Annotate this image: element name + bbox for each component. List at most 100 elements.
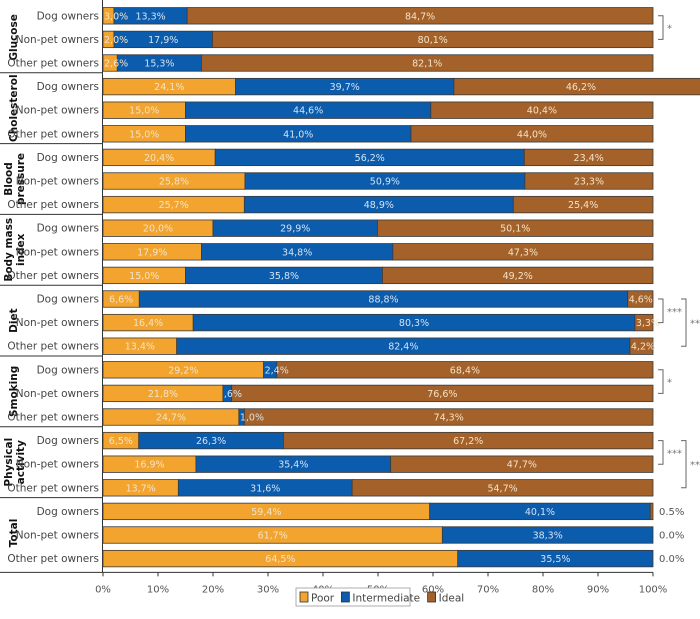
data-label-poor: 20,4% [144,153,174,164]
legend-swatch-ideal [427,591,437,603]
data-label-intermediate: 41,0% [283,129,313,140]
data-label-poor: 2,0% [104,35,128,46]
bar-segment-ideal [430,101,654,119]
data-label-intermediate: 1,0% [240,413,264,424]
row-label: Dog owners [37,10,99,22]
bar-segment-ideal [634,313,654,332]
x-tick-label: 70% [477,584,499,595]
data-label-poor: 24,7% [156,413,186,424]
row-label: Other pet owners [7,270,99,282]
bar-segment-ideal [231,384,654,403]
row-label: Dog owners [37,435,99,447]
data-label-poor: 64,5% [265,554,295,565]
row-label: Other pet owners [7,412,99,424]
data-label-outside: 0.0% [659,554,684,565]
x-tick-label: 80% [532,584,554,595]
data-label-ideal: 50,1% [500,224,530,235]
row-label: Other pet owners [7,58,99,70]
data-label-poor: 59,4% [251,507,281,518]
data-label-poor: 21,8% [148,389,178,400]
group-label-line: Glucose [8,14,20,61]
bar-segment-intermediate [457,549,654,568]
significance-bracket [658,298,664,324]
data-label-intermediate: 17,9% [148,35,178,46]
bar-segment-ideal [201,54,654,72]
row-label: Non-pet owners [16,34,99,46]
data-label-ideal: 46,2% [566,82,596,93]
significance-bracket [681,298,687,347]
bar-segment-ideal [523,148,654,167]
data-label-ideal: 76,6% [427,389,457,400]
data-label-intermediate: 80,3% [399,318,429,329]
data-label-poor: 13,7% [126,483,156,494]
bar-segment-ideal [212,30,654,49]
row-label: Dog owners [37,152,99,164]
data-label-poor: 3,0% [104,11,128,22]
group-label-diet: Diet [8,308,20,332]
group-label-glucose: Glucose [8,14,20,61]
legend-swatch-intermediate [340,591,350,603]
data-label-poor: 61,7% [258,531,288,542]
data-label-ideal: 40,4% [527,106,557,117]
data-label-intermediate: 2,4% [265,365,289,376]
bar-segment-ideal [627,290,654,308]
data-label-ideal: 49,2% [503,271,533,282]
bar-segment-ideal [276,361,654,379]
group-label-line: Blood [3,162,15,196]
data-label-ideal: 47,3% [508,247,538,258]
bar-segment-ideal [392,243,654,261]
data-label-ideal: 4,2% [631,342,655,353]
group-frames [0,0,103,573]
significance-marker: *** [667,448,682,459]
bars [102,7,700,568]
group-label-line: pressure [15,153,27,205]
data-label-ideal: 23,4% [574,153,604,164]
x-tick-label: 0% [95,584,111,595]
legend-box [295,587,411,607]
significance-marker: *** [690,460,700,471]
data-label-poor: 24,1% [154,82,184,93]
group-label-body-mass-index: Body massindex [3,218,27,282]
data-label-intermediate: 39,7% [330,82,360,93]
bar-segment-ideal [410,125,654,143]
x-tick-label: 30% [257,584,279,595]
group-label-line: Cholesterol [8,74,20,142]
bar-segment-ideal [629,337,654,355]
data-label-intermediate: 56,2% [355,153,385,164]
row-label: Non-pet owners [16,246,99,258]
x-tick-label: 100% [639,584,668,595]
data-label-outside: 0.0% [659,531,684,542]
data-label-poor: 2,6% [104,59,128,70]
x-tick-label: 90% [587,584,609,595]
data-label-ideal: 54,7% [487,483,517,494]
bar-segment-ideal [649,502,654,521]
data-label-poor: 29,2% [168,365,198,376]
data-label-intermediate: 35,4% [278,460,308,471]
data-label-intermediate: 26,3% [196,436,226,447]
row-label: Non-pet owners [16,105,99,117]
bar-segment-ideal [390,455,654,473]
significance-bracket [658,440,664,465]
row-label: Other pet owners [7,128,99,140]
data-label-ideal: 44,0% [517,129,547,140]
bar-segment-ideal [453,77,700,96]
data-label-poor: 16,9% [134,460,164,471]
row-label: Other pet owners [7,553,99,565]
legend-label-poor: Poor [311,593,335,605]
group-label-line: Physical [3,438,15,487]
data-label-ideal: 82,1% [412,59,442,70]
data-label-poor: 20,0% [143,224,173,235]
data-label-ideal: 3,3% [636,318,660,329]
data-label-ideal: 74,3% [434,413,464,424]
group-label-total: Total [8,519,20,548]
significance-bracket [658,15,664,40]
data-label-intermediate: 40,1% [525,507,555,518]
data-label-poor: 6,5% [109,436,133,447]
group-label-line: Total [8,519,20,548]
row-label: Dog owners [37,364,99,376]
data-label-intermediate: 34,8% [282,247,312,258]
bar-segment-ideal [282,431,654,450]
data-label-ideal: 23,3% [574,177,604,188]
data-label-ideal: 84,7% [405,11,435,22]
